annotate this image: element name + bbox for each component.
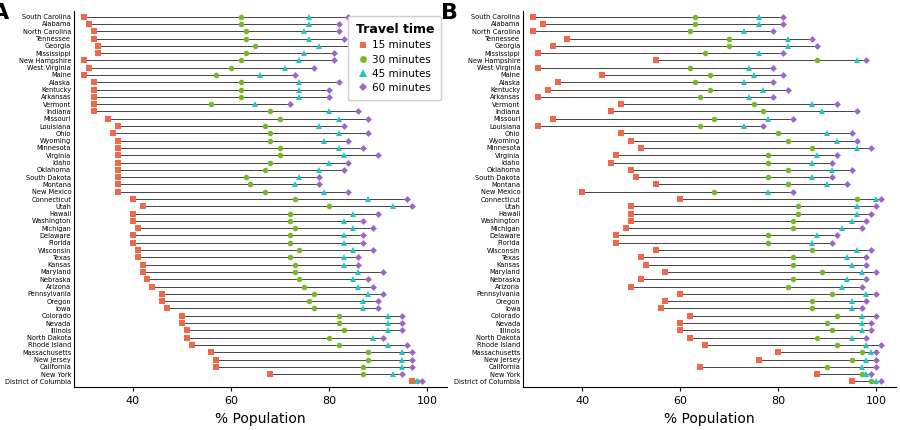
Text: B: B: [441, 3, 458, 23]
Text: A: A: [0, 3, 9, 23]
X-axis label: % Population: % Population: [215, 412, 305, 426]
Legend: 15 minutes, 30 minutes, 45 minutes, 60 minutes: 15 minutes, 30 minutes, 45 minutes, 60 m…: [348, 16, 441, 100]
X-axis label: % Population: % Population: [664, 412, 755, 426]
